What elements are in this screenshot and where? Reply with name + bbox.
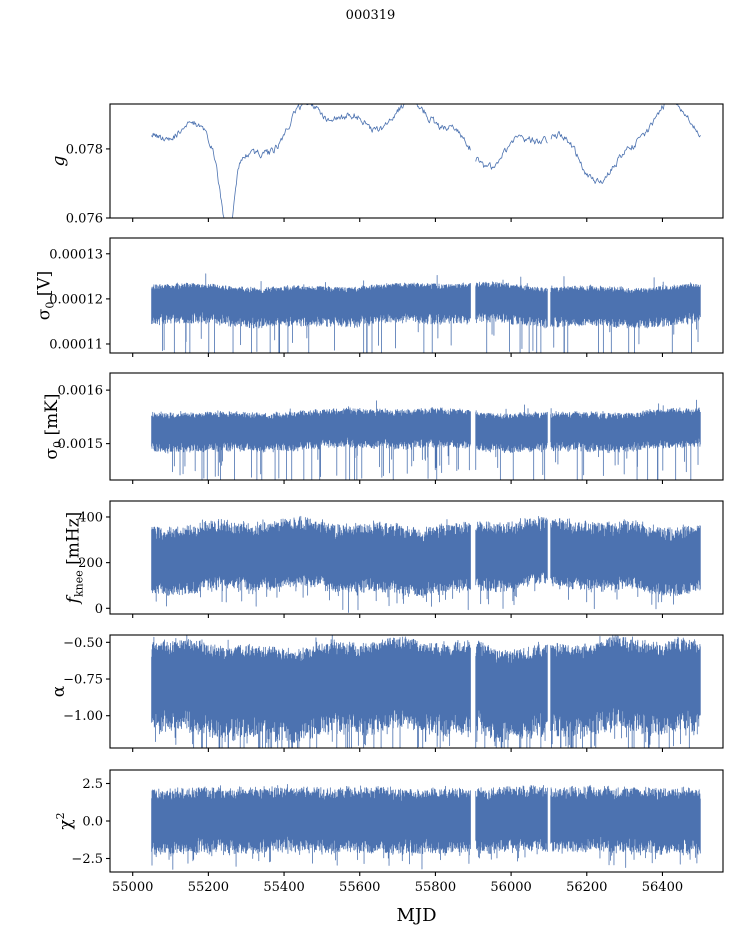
panel-gain-trace bbox=[550, 104, 701, 184]
xtick-label: 55000 bbox=[112, 880, 153, 895]
panel-sigma0-v-ytick-label: 0.00011 bbox=[49, 337, 103, 352]
panel-sigma0-mk-trace bbox=[151, 399, 701, 480]
panel-chi2-trace bbox=[151, 784, 701, 870]
panel-chi2-ylabel-group: χ2 bbox=[54, 812, 76, 829]
panel-gain-ytick-label: 0.076 bbox=[66, 212, 103, 227]
panel-chi2-ytick-label: 0.0 bbox=[82, 815, 103, 830]
xtick-label: 55600 bbox=[339, 880, 380, 895]
panel-fknee-trace bbox=[151, 515, 701, 613]
panel-sigma0-v: 0.00011 0.00012 0.00013 σ0 [V] bbox=[35, 237, 724, 357]
panel-sigma0-v-ylabel-group: σ0 [V] bbox=[35, 271, 57, 321]
panel-sigma0-mk-ytick-label: 0.0016 bbox=[58, 384, 104, 399]
panel-alpha-frame bbox=[109, 634, 724, 749]
panel-alpha-ytick-label: −0.75 bbox=[63, 673, 103, 688]
panel-sigma0-v-trace bbox=[151, 273, 701, 353]
panel-sigma0-mk-ylabel: σ0 [mK] bbox=[42, 393, 64, 459]
xtick-label: 56400 bbox=[642, 880, 683, 895]
panel-sigma0-mk-frame bbox=[109, 372, 724, 481]
panel-alpha-ylabel: α bbox=[49, 685, 69, 697]
panel-sigma0-v-ylabel: σ0 [V] bbox=[35, 271, 57, 321]
xtick-label: 55800 bbox=[415, 880, 456, 895]
panel-gain-ytick-label: 0.078 bbox=[66, 142, 103, 157]
xtick-label: 56000 bbox=[490, 880, 531, 895]
panel-alpha-ytick-label: −1.00 bbox=[63, 709, 103, 724]
xtick-label: 56200 bbox=[566, 880, 607, 895]
xtick-label: 55200 bbox=[188, 880, 229, 895]
panel-gain-ylabel-group: g bbox=[49, 155, 69, 166]
panel-alpha: −1.00 −0.75 −0.50 α bbox=[49, 634, 724, 752]
panel-alpha-ylabel-group: α bbox=[49, 685, 69, 697]
panel-gain-trace bbox=[475, 134, 548, 170]
panel-sigma0-mk-ytick-label: 0.0015 bbox=[58, 437, 104, 452]
panel-chi2-ylabel: χ2 bbox=[54, 812, 76, 829]
panel-sigma0-v-frame bbox=[109, 237, 724, 354]
panel-fknee-ytick-label: 200 bbox=[78, 556, 103, 571]
panel-sigma0-v-ytick-label: 0.00013 bbox=[49, 247, 103, 262]
panel-alpha-ytick-label: −0.50 bbox=[63, 636, 103, 651]
panel-sigma0-v-ytick-label: 0.00012 bbox=[49, 292, 103, 307]
panel-fknee-ytick-label: 400 bbox=[78, 510, 103, 525]
panel-fknee-ylabel-group: fknee [mHz] bbox=[63, 512, 85, 606]
xaxis-label: MJD bbox=[396, 905, 436, 926]
panel-chi2-ytick-label: −2.5 bbox=[71, 852, 103, 867]
xtick-label: 55400 bbox=[263, 880, 304, 895]
panel-fknee-ytick-label: 0 bbox=[95, 602, 103, 617]
panel-sigma0-mk-ylabel-group: σ0 [mK] bbox=[42, 393, 64, 459]
panel-alpha-trace bbox=[151, 635, 701, 748]
panel-gain-ylabel: g bbox=[49, 155, 69, 166]
panel-fknee-ylabel: fknee [mHz] bbox=[63, 512, 85, 606]
panel-gain-trace bbox=[151, 104, 471, 218]
panel-chi2-ytick-label: 2.5 bbox=[82, 777, 103, 792]
figure-title: 000319 bbox=[345, 8, 396, 23]
panel-fknee-frame bbox=[109, 500, 724, 615]
panel-chi2: −2.5 0.0 2.5 55000 55200 55400 55600 55800 56000… bbox=[54, 769, 724, 895]
panel-gain-frame bbox=[109, 103, 724, 219]
